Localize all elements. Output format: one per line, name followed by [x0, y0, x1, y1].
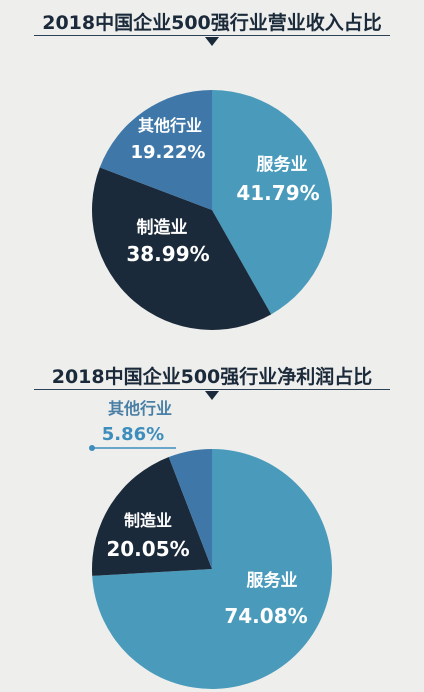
pie1-label-other-value: 19.22% [131, 142, 206, 163]
pie-chart-revenue [92, 90, 332, 330]
pie1-slice-services [212, 90, 332, 315]
pie2-label-manufacturing-name: 制造业 [124, 511, 172, 530]
pie-chart-profit [92, 449, 333, 690]
pie2-label-other-value: 5.86% [102, 424, 164, 445]
pie2-label-services-name: 服务业 [247, 570, 298, 591]
pie1-label-services-name: 服务业 [257, 154, 308, 175]
pie1-label-manufacturing-name: 制造业 [137, 217, 188, 238]
pie1-label-manufacturing-value: 38.99% [126, 242, 209, 266]
pie2-label-services-value: 74.08% [224, 604, 307, 628]
chart-1-pointer-icon [205, 37, 219, 46]
chart-2-title-rule [34, 389, 390, 390]
pie2-label-manufacturing-value: 20.05% [106, 537, 189, 561]
chart-1-title-rule [34, 35, 390, 36]
pie2-slice-other [168, 449, 212, 569]
pie1-slice-other [99, 90, 212, 210]
chart-1-title: 2018中国企业500强行业营业收入占比 [42, 12, 382, 34]
pie1-label-other-name: 其他行业 [138, 116, 202, 135]
chart-2-title: 2018中国企业500强行业净利润占比 [51, 366, 373, 388]
pie2-slice-services [92, 449, 333, 690]
pie1-label-services-value: 41.79% [236, 181, 319, 205]
pie2-slice-manufacturing [92, 457, 212, 576]
pie2-leader-dot [89, 445, 95, 451]
pie2-label-other-name: 其他行业 [108, 399, 172, 418]
pie1-slice-manufacturing [92, 167, 272, 330]
chart-2-pointer-icon [205, 391, 219, 400]
